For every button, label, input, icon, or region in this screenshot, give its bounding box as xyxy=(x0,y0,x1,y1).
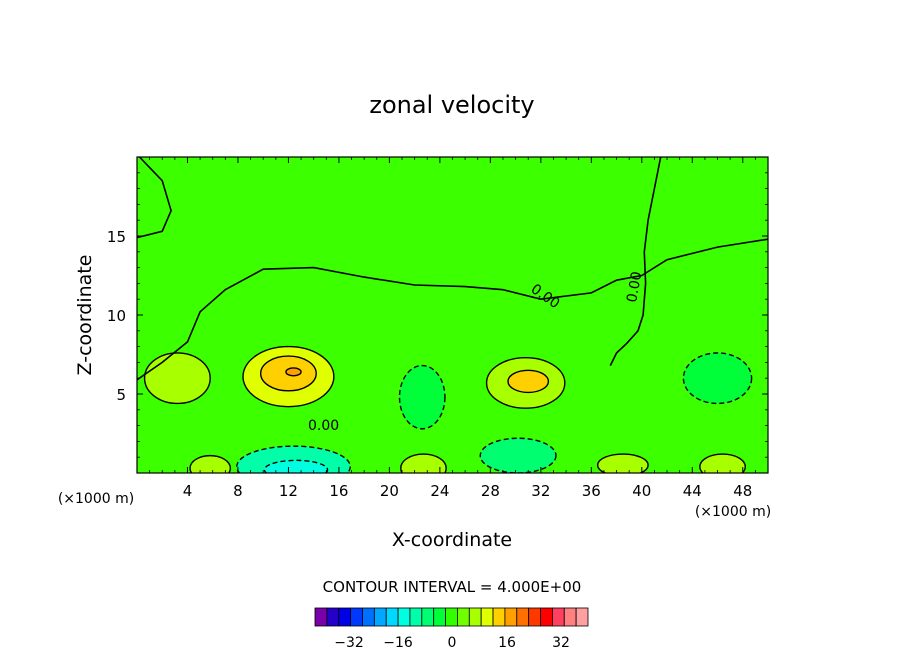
colorbar-swatch xyxy=(326,607,340,627)
colorbar-swatch xyxy=(397,607,411,627)
x-unit-label-left: (×1000 m) xyxy=(58,491,134,507)
contour-cell xyxy=(285,367,302,377)
y-tick-label: 5 xyxy=(116,386,126,404)
colorbar-swatch xyxy=(516,607,530,627)
x-tick-label: 40 xyxy=(632,482,651,500)
x-tick-label: 28 xyxy=(481,482,500,500)
colorbar-swatch xyxy=(338,607,352,627)
colorbar-swatch xyxy=(350,607,363,627)
contour-cell xyxy=(699,453,746,473)
x-tick-label: 44 xyxy=(683,482,702,500)
colorbar-swatch xyxy=(373,607,387,627)
x-tick-label: 8 xyxy=(233,482,243,500)
contour-cell xyxy=(189,454,232,473)
contour-cell xyxy=(398,364,446,430)
colorbar-tick-label: 32 xyxy=(552,635,570,651)
colorbar-swatch xyxy=(492,607,506,627)
zero-contour-line xyxy=(137,238,768,381)
contour-cell xyxy=(479,437,557,473)
colorbar-swatch xyxy=(540,607,553,627)
contour-label: 0.00 xyxy=(624,270,645,303)
colorbar-swatch xyxy=(445,607,458,627)
x-axis-label: X-coordinate xyxy=(392,529,512,551)
colorbar-swatch xyxy=(409,607,423,627)
x-tick-label: 20 xyxy=(380,482,399,500)
colorbar-swatch xyxy=(468,607,482,627)
zero-contour-line xyxy=(609,157,662,366)
x-tick-label: 4 xyxy=(183,482,193,500)
x-tick-label: 48 xyxy=(733,482,752,500)
x-axis: 4 8 12 16 20 24 28 32 36 40 44 48 xyxy=(149,157,756,500)
contour-cell xyxy=(263,459,329,473)
colorbar-swatch xyxy=(504,607,518,627)
zero-contour-line xyxy=(137,157,172,239)
colorbar-swatch xyxy=(421,607,435,627)
colorbar-swatch xyxy=(385,607,399,627)
colorbar-tick-label: −16 xyxy=(383,635,413,651)
contour-cell xyxy=(507,369,550,394)
y-tick-label: 10 xyxy=(107,307,126,325)
x-tick-label: 36 xyxy=(582,482,601,500)
chart-title: zonal velocity xyxy=(369,91,534,119)
colorbar-swatch xyxy=(563,607,577,627)
y-axis: 5 10 15 xyxy=(107,172,768,458)
x-unit-label-right: (×1000 m) xyxy=(695,504,771,520)
contour-cell xyxy=(682,352,753,405)
colorbar-swatch xyxy=(362,607,375,627)
contour-label: 0.00 xyxy=(308,418,339,434)
field-background xyxy=(137,157,768,473)
contour-cell xyxy=(596,453,649,473)
colorbar-swatch xyxy=(314,607,328,627)
contour-field: 0.00 0.00 0.00 xyxy=(137,157,768,473)
colorbar-tick-label: 16 xyxy=(498,635,516,651)
contour-interval-text: CONTOUR INTERVAL = 4.000E+00 xyxy=(323,578,582,596)
contour-cell xyxy=(143,352,211,405)
colorbar-swatch xyxy=(551,607,565,627)
colorbar-swatch xyxy=(528,607,541,627)
colorbar-swatch xyxy=(480,607,494,627)
y-tick-label: 15 xyxy=(107,228,126,246)
colorbar-swatch xyxy=(575,607,589,627)
colorbar-tick-label: 0 xyxy=(448,635,457,651)
colorbar-swatch xyxy=(433,607,446,627)
x-tick-label: 12 xyxy=(279,482,298,500)
x-tick-label: 24 xyxy=(430,482,449,500)
y-axis-label: Z-coordinate xyxy=(74,255,96,376)
colorbar: −32 −16 0 16 32 xyxy=(314,607,589,651)
x-tick-label: 16 xyxy=(329,482,348,500)
x-tick-label: 32 xyxy=(531,482,550,500)
colorbar-swatch xyxy=(457,607,470,627)
contour-cell xyxy=(400,453,447,473)
colorbar-tick-label: −32 xyxy=(334,635,364,651)
